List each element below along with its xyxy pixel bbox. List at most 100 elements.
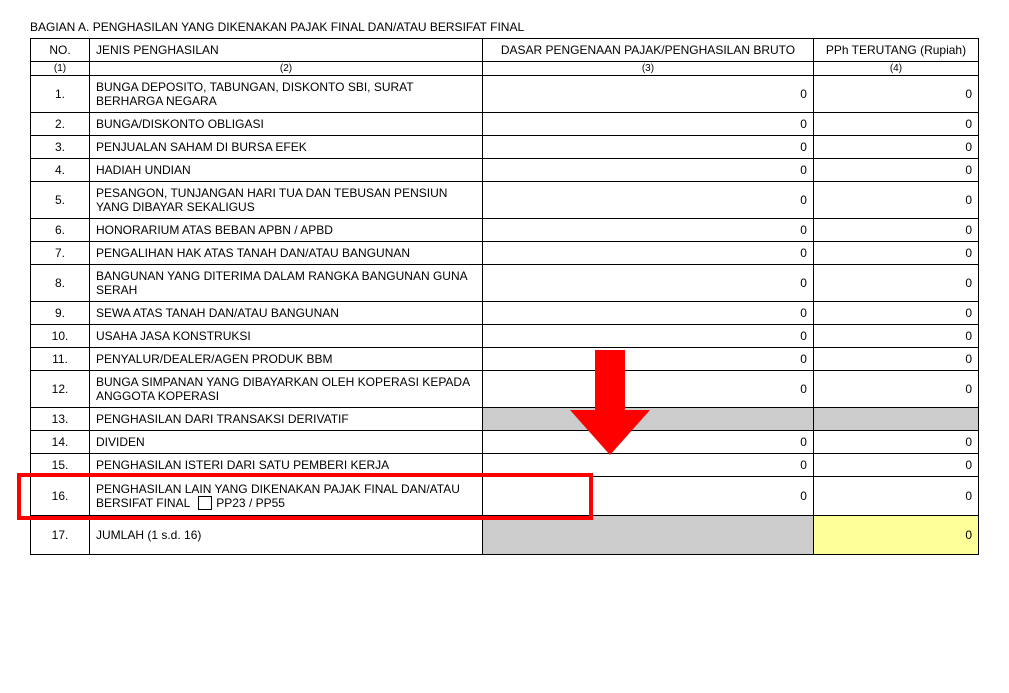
cell-jenis: BUNGA DEPOSITO, TABUNGAN, DISKONTO SBI, … xyxy=(90,76,483,113)
cell-no: 16. xyxy=(31,477,90,516)
table-body: 1.BUNGA DEPOSITO, TABUNGAN, DISKONTO SBI… xyxy=(31,76,979,555)
cell-jenis: PENGHASILAN ISTERI DARI SATU PEMBERI KER… xyxy=(90,454,483,477)
header-dasar: DASAR PENGENAAN PAJAK/PENGHASILAN BRUTO xyxy=(483,39,814,62)
subheader-row: (1) (2) (3) (4) xyxy=(31,62,979,76)
cell-pph: 0 xyxy=(813,182,978,219)
cell-no: 12. xyxy=(31,371,90,408)
cell-pph: 0 xyxy=(813,371,978,408)
cell-dasar: 0 xyxy=(483,182,814,219)
cell-jenis: DIVIDEN xyxy=(90,431,483,454)
table-row: 12.BUNGA SIMPANAN YANG DIBAYARKAN OLEH K… xyxy=(31,371,979,408)
subheader-2: (2) xyxy=(90,62,483,76)
subheader-3: (3) xyxy=(483,62,814,76)
cell-no: 15. xyxy=(31,454,90,477)
cell-dasar: 0 xyxy=(483,219,814,242)
cell-no: 10. xyxy=(31,325,90,348)
table-row: 4.HADIAH UNDIAN00 xyxy=(31,159,979,182)
cell-no: 1. xyxy=(31,76,90,113)
cell-dasar xyxy=(483,516,814,555)
cell-no: 3. xyxy=(31,136,90,159)
cell-jenis: PENGALIHAN HAK ATAS TANAH DAN/ATAU BANGU… xyxy=(90,242,483,265)
cell-dasar xyxy=(483,408,814,431)
cell-pph: 0 xyxy=(813,477,978,516)
header-jenis: JENIS PENGHASILAN xyxy=(90,39,483,62)
cell-no: 11. xyxy=(31,348,90,371)
cell-no: 14. xyxy=(31,431,90,454)
table-row: 9.SEWA ATAS TANAH DAN/ATAU BANGUNAN00 xyxy=(31,302,979,325)
cell-dasar: 0 xyxy=(483,477,814,516)
cell-jenis: JUMLAH (1 s.d. 16) xyxy=(90,516,483,555)
cell-dasar: 0 xyxy=(483,76,814,113)
cell-pph: 0 xyxy=(813,219,978,242)
cell-no: 17. xyxy=(31,516,90,555)
cell-dasar: 0 xyxy=(483,431,814,454)
table-row: 17.JUMLAH (1 s.d. 16) 0 xyxy=(31,516,979,555)
cell-no: 4. xyxy=(31,159,90,182)
table-wrapper: BAGIAN A. PENGHASILAN YANG DIKENAKAN PAJ… xyxy=(30,20,979,555)
table-row: 5.PESANGON, TUNJANGAN HARI TUA DAN TEBUS… xyxy=(31,182,979,219)
table-row: 16.PENGHASILAN LAIN YANG DIKENAKAN PAJAK… xyxy=(31,477,979,516)
cell-no: 5. xyxy=(31,182,90,219)
cell-jenis: PENJUALAN SAHAM DI BURSA EFEK xyxy=(90,136,483,159)
header-pph: PPh TERUTANG (Rupiah) xyxy=(813,39,978,62)
cell-jenis: BUNGA SIMPANAN YANG DIBAYARKAN OLEH KOPE… xyxy=(90,371,483,408)
cell-jenis: USAHA JASA KONSTRUKSI xyxy=(90,325,483,348)
cell-dasar: 0 xyxy=(483,265,814,302)
subheader-4: (4) xyxy=(813,62,978,76)
section-title: BAGIAN A. PENGHASILAN YANG DIKENAKAN PAJ… xyxy=(30,20,979,34)
cell-jenis: PESANGON, TUNJANGAN HARI TUA DAN TEBUSAN… xyxy=(90,182,483,219)
cell-no: 7. xyxy=(31,242,90,265)
cell-jenis: PENGHASILAN DARI TRANSAKSI DERIVATIF xyxy=(90,408,483,431)
cell-no: 8. xyxy=(31,265,90,302)
cell-dasar: 0 xyxy=(483,371,814,408)
cell-pph xyxy=(813,408,978,431)
cell-no: 2. xyxy=(31,113,90,136)
table-row: 1.BUNGA DEPOSITO, TABUNGAN, DISKONTO SBI… xyxy=(31,76,979,113)
cell-dasar: 0 xyxy=(483,242,814,265)
cell-pph: 0 xyxy=(813,325,978,348)
cell-dasar: 0 xyxy=(483,159,814,182)
cell-jenis: HONORARIUM ATAS BEBAN APBN / APBD xyxy=(90,219,483,242)
cell-pph: 0 xyxy=(813,159,978,182)
cell-jenis: PENYALUR/DEALER/AGEN PRODUK BBM xyxy=(90,348,483,371)
cell-jenis: SEWA ATAS TANAH DAN/ATAU BANGUNAN xyxy=(90,302,483,325)
cell-dasar: 0 xyxy=(483,325,814,348)
cell-jenis: PENGHASILAN LAIN YANG DIKENAKAN PAJAK FI… xyxy=(90,477,483,516)
cell-no: 13. xyxy=(31,408,90,431)
header-no: NO. xyxy=(31,39,90,62)
table-row: 2.BUNGA/DISKONTO OBLIGASI00 xyxy=(31,113,979,136)
cell-dasar: 0 xyxy=(483,136,814,159)
table-row: 13.PENGHASILAN DARI TRANSAKSI DERIVATIF xyxy=(31,408,979,431)
cell-dasar: 0 xyxy=(483,454,814,477)
table-row: 6.HONORARIUM ATAS BEBAN APBN / APBD00 xyxy=(31,219,979,242)
cell-pph: 0 xyxy=(813,454,978,477)
cell-no: 9. xyxy=(31,302,90,325)
cell-dasar: 0 xyxy=(483,113,814,136)
pp23-checkbox[interactable] xyxy=(198,496,212,510)
cell-jenis: HADIAH UNDIAN xyxy=(90,159,483,182)
table-row: 3.PENJUALAN SAHAM DI BURSA EFEK00 xyxy=(31,136,979,159)
cell-dasar: 0 xyxy=(483,348,814,371)
cell-pph: 0 xyxy=(813,431,978,454)
cell-dasar: 0 xyxy=(483,302,814,325)
table-row: 14.DIVIDEN00 xyxy=(31,431,979,454)
header-row: NO. JENIS PENGHASILAN DASAR PENGENAAN PA… xyxy=(31,39,979,62)
table-row: 11.PENYALUR/DEALER/AGEN PRODUK BBM00 xyxy=(31,348,979,371)
table-row: 7.PENGALIHAN HAK ATAS TANAH DAN/ATAU BAN… xyxy=(31,242,979,265)
tax-table: NO. JENIS PENGHASILAN DASAR PENGENAAN PA… xyxy=(30,38,979,555)
cell-pph: 0 xyxy=(813,136,978,159)
table-row: 8.BANGUNAN YANG DITERIMA DALAM RANGKA BA… xyxy=(31,265,979,302)
subheader-1: (1) xyxy=(31,62,90,76)
cell-pph: 0 xyxy=(813,348,978,371)
cell-pph: 0 xyxy=(813,76,978,113)
table-row: 15.PENGHASILAN ISTERI DARI SATU PEMBERI … xyxy=(31,454,979,477)
cell-pph: 0 xyxy=(813,516,978,555)
cell-pph: 0 xyxy=(813,302,978,325)
jenis-text-b: PP23 / PP55 xyxy=(216,496,285,510)
cell-jenis: BANGUNAN YANG DITERIMA DALAM RANGKA BANG… xyxy=(90,265,483,302)
cell-pph: 0 xyxy=(813,265,978,302)
cell-pph: 0 xyxy=(813,113,978,136)
cell-jenis: BUNGA/DISKONTO OBLIGASI xyxy=(90,113,483,136)
cell-no: 6. xyxy=(31,219,90,242)
cell-pph: 0 xyxy=(813,242,978,265)
